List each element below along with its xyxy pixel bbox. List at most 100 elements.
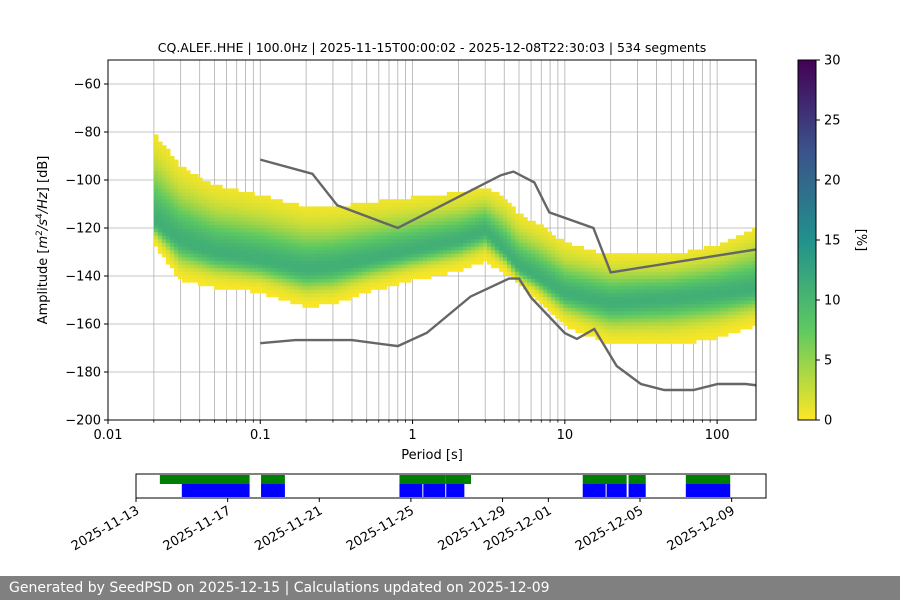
psd-cell — [338, 253, 344, 258]
psd-cell — [751, 256, 756, 261]
psd-cell — [390, 267, 396, 272]
psd-cell — [723, 292, 729, 297]
psd-cell — [318, 246, 324, 251]
psd-cell — [189, 202, 195, 207]
psd-cell — [334, 278, 340, 283]
psd-cell — [438, 195, 444, 200]
psd-cell — [318, 296, 324, 301]
psd-cell — [402, 256, 408, 261]
psd-cell — [450, 202, 456, 207]
psd-cell — [282, 249, 287, 254]
psd-cell — [350, 289, 356, 294]
psd-cell — [177, 238, 183, 243]
psd-cell — [531, 267, 536, 272]
psd-cell — [659, 292, 665, 297]
psd-cell — [539, 246, 544, 251]
psd-cell — [543, 267, 548, 272]
psd-cell — [334, 264, 340, 269]
psd-cell — [487, 220, 492, 225]
psd-cell — [430, 253, 436, 258]
psd-cell — [366, 264, 372, 269]
psd-cell — [390, 202, 396, 207]
psd-cell — [197, 192, 203, 197]
psd-cell — [747, 321, 753, 326]
psd-cell — [298, 220, 303, 225]
psd-cell — [667, 256, 673, 261]
psd-cell — [687, 296, 693, 301]
x-axis-ticks: 0.01 0.1 1 10 100 — [94, 420, 730, 443]
psd-cell — [507, 253, 512, 258]
psd-cell — [430, 264, 436, 269]
psd-cell — [185, 206, 191, 211]
psd-cell — [278, 267, 283, 272]
psd-cell — [270, 278, 275, 283]
psd-cell — [667, 264, 673, 269]
psd-cell — [647, 314, 653, 319]
psd-cell — [555, 292, 560, 297]
psd-cell — [322, 210, 328, 215]
psd-cell — [242, 278, 247, 283]
psd-cell — [254, 228, 259, 233]
psd-cell — [161, 238, 167, 243]
psd-cell — [386, 213, 392, 218]
psd-cell — [270, 289, 275, 294]
psd-cell — [234, 210, 239, 215]
psd-cell — [222, 242, 227, 247]
psd-cell — [531, 242, 536, 247]
psd-cell — [210, 192, 215, 197]
psd-cell — [246, 271, 251, 276]
psd-cell — [735, 238, 741, 243]
psd-cell — [318, 300, 324, 305]
psd-cell — [743, 289, 749, 294]
psd-cell — [611, 253, 617, 258]
psd-cell — [234, 282, 239, 287]
psd-cell — [266, 282, 271, 287]
psd-cell — [551, 292, 556, 297]
psd-cell — [346, 231, 352, 236]
psd-cell — [695, 303, 701, 308]
psd-cell — [591, 310, 597, 315]
psd-cell — [611, 256, 617, 261]
psd-cell — [290, 296, 295, 301]
psd-cell — [511, 235, 516, 240]
psd-cell — [699, 318, 705, 323]
psd-cell — [189, 242, 195, 247]
psd-cell — [242, 199, 247, 204]
psd-cell — [438, 238, 444, 243]
timeline-tick-label: 2025-12-05 — [573, 503, 646, 554]
psd-cell — [547, 282, 552, 287]
psd-cell — [386, 278, 392, 283]
psd-cell — [743, 271, 749, 276]
psd-cell — [442, 213, 448, 218]
psd-cell — [330, 206, 336, 211]
psd-cell — [619, 285, 625, 290]
psd-cell — [330, 220, 336, 225]
colorbar-scale — [797, 59, 817, 421]
psd-cell — [322, 220, 328, 225]
psd-cell — [615, 289, 621, 294]
psd-cell — [511, 264, 516, 269]
psd-cell — [202, 271, 207, 276]
psd-cell — [278, 242, 283, 247]
psd-cell — [615, 321, 621, 326]
psd-cell — [751, 271, 756, 276]
psd-cell — [655, 300, 661, 305]
psd-cell — [458, 192, 464, 197]
psd-cell — [165, 217, 171, 222]
psd-cell — [643, 278, 649, 283]
psd-cell — [699, 300, 705, 305]
psd-cell — [165, 152, 171, 157]
psd-cell — [270, 267, 275, 272]
psd-cell — [153, 202, 159, 207]
psd-cell — [503, 228, 508, 233]
psd-cell — [647, 267, 653, 272]
psd-cell — [161, 170, 167, 175]
psd-cell — [193, 192, 199, 197]
psd-cell — [338, 267, 344, 272]
psd-cell — [587, 300, 593, 305]
psd-cell — [691, 310, 697, 315]
psd-cell — [274, 246, 279, 251]
psd-cell — [711, 296, 717, 301]
psd-cell — [366, 213, 372, 218]
psd-cell — [446, 260, 452, 265]
